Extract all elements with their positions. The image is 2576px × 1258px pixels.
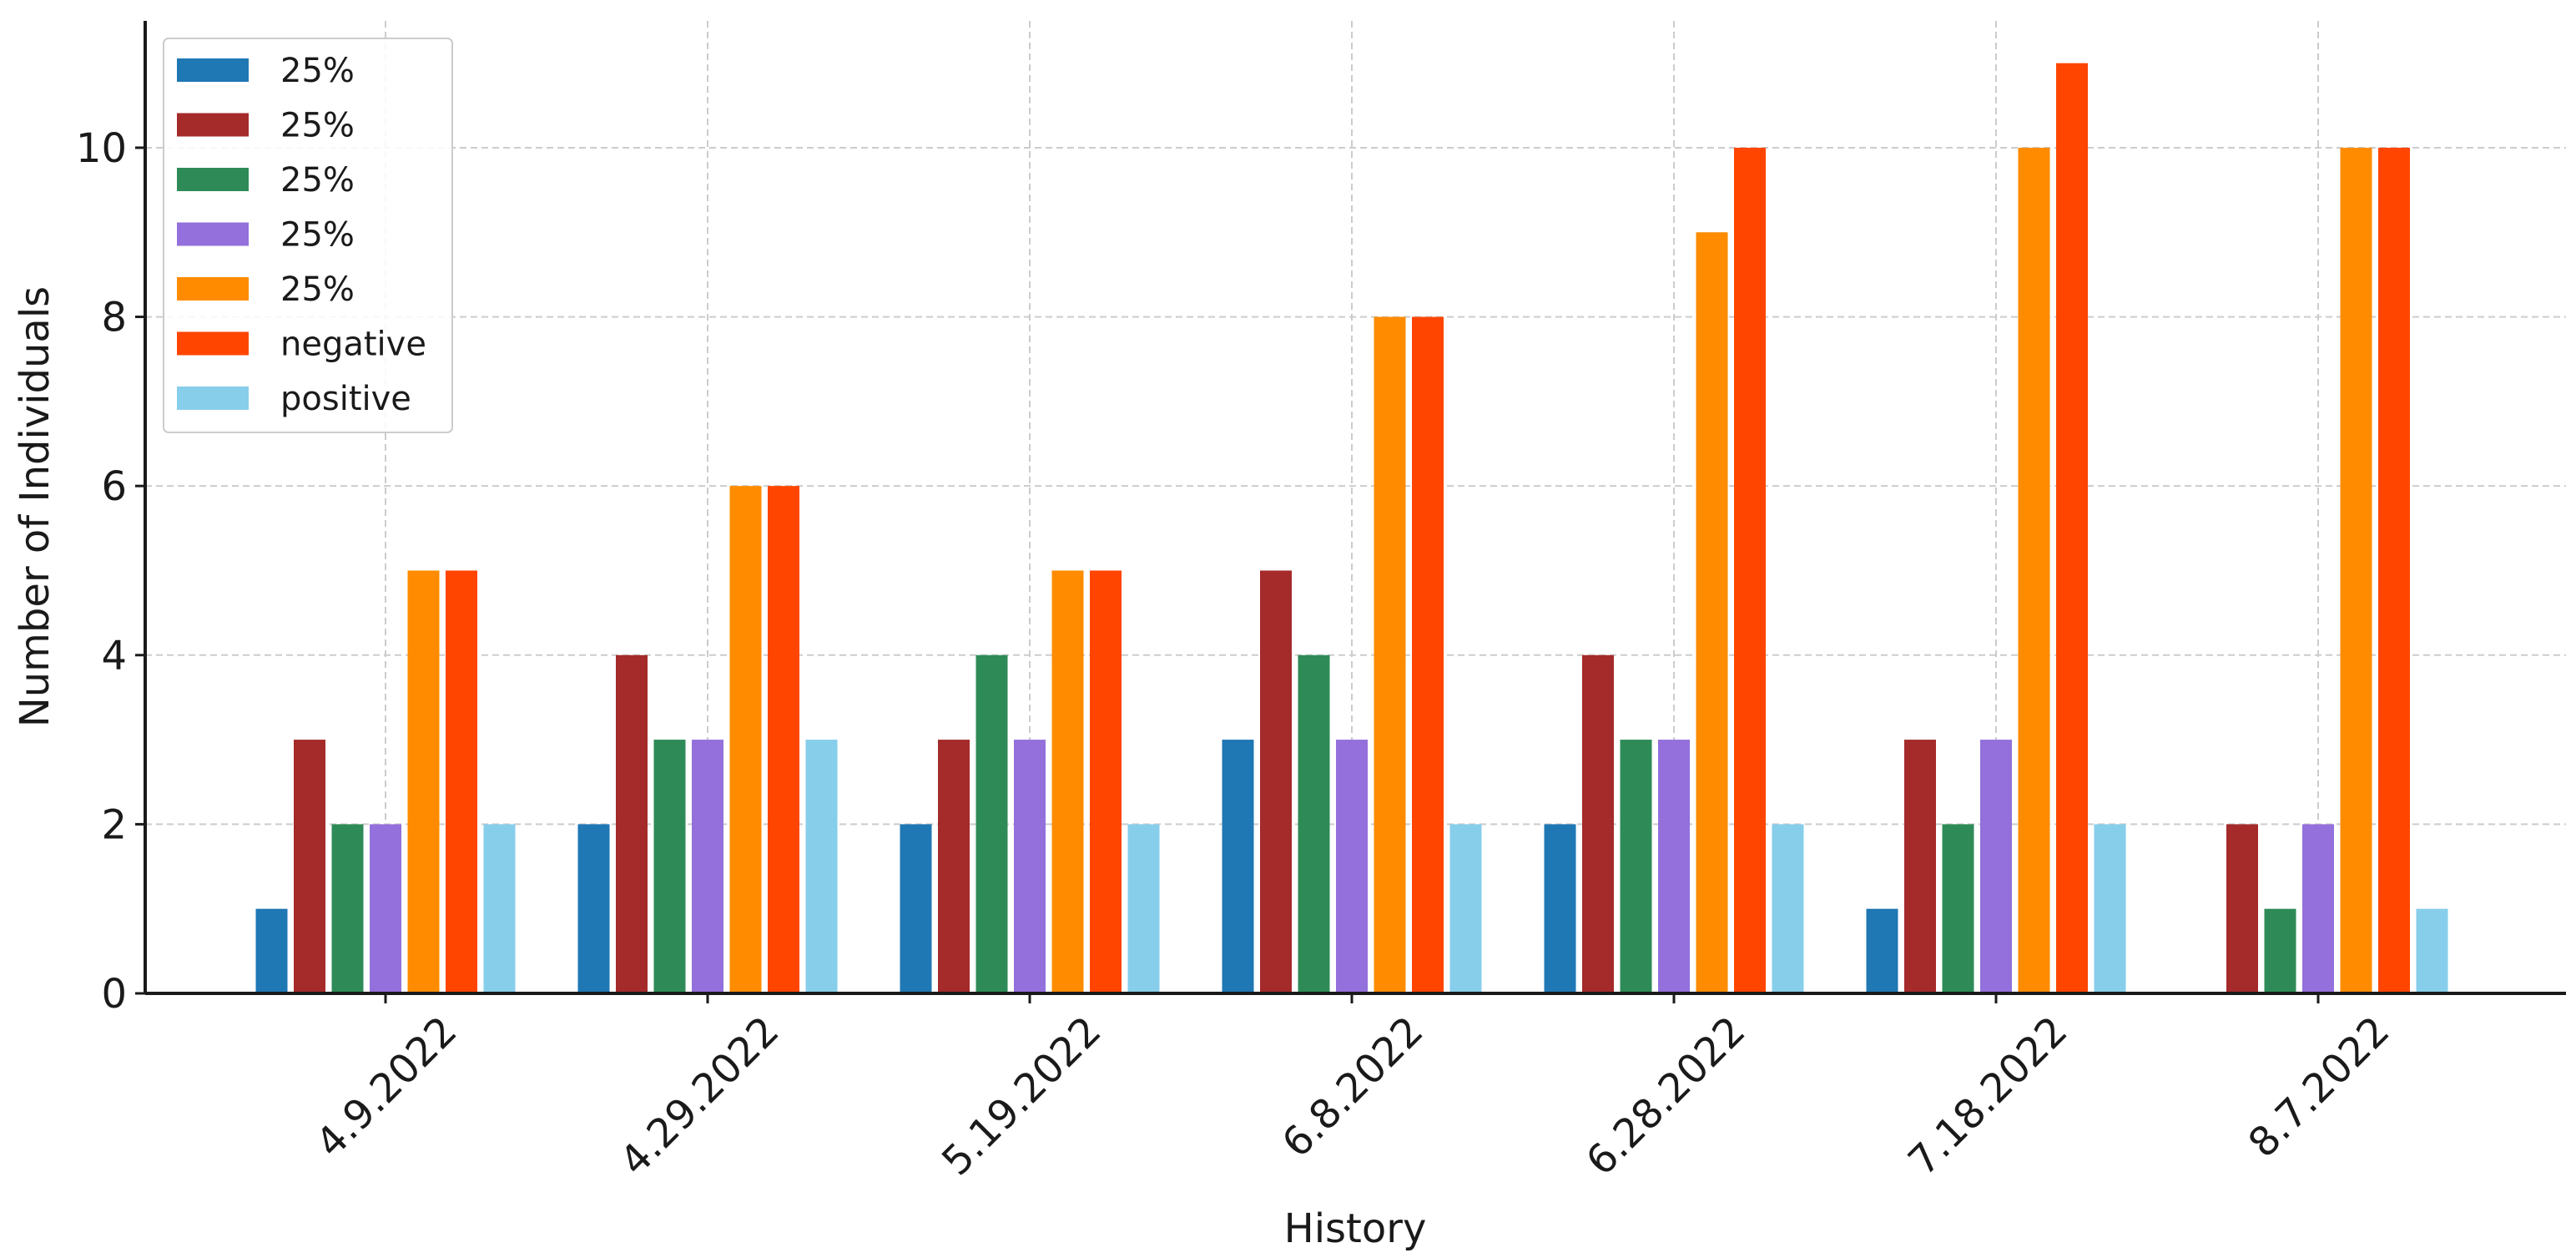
bar	[1051, 570, 1084, 993]
legend-label: 25%	[280, 216, 355, 255]
bar	[2264, 908, 2296, 993]
bar	[446, 570, 477, 993]
bar	[331, 824, 364, 993]
bar	[2416, 908, 2448, 993]
bar	[1734, 147, 1766, 993]
bar	[900, 824, 932, 993]
x-tick-label: 7.18.2022	[1899, 1008, 2076, 1185]
y-tick-label: 10	[76, 125, 127, 172]
bar	[1980, 740, 2012, 993]
x-axis-title: History	[1284, 1205, 1427, 1252]
y-ticks: 0 2 4 6 8 10	[76, 125, 145, 1018]
bar	[2302, 824, 2334, 993]
y-tick-label: 2	[101, 801, 127, 848]
legend-label: 25%	[280, 52, 355, 90]
bar	[2378, 147, 2410, 993]
bar	[1696, 232, 1728, 993]
bar	[1090, 570, 1122, 993]
bar	[1942, 824, 1974, 993]
bar	[1412, 316, 1444, 994]
legend-label: 25%	[280, 107, 355, 145]
bar	[294, 740, 325, 993]
axes	[144, 21, 2566, 995]
x-tick-label: 8.7.2022	[2240, 1008, 2399, 1167]
bar	[938, 740, 970, 993]
legend-swatch	[177, 222, 249, 246]
bar	[1260, 570, 1292, 993]
bar	[729, 486, 762, 993]
bar	[2056, 63, 2088, 993]
bar	[407, 570, 440, 993]
legend-label: 25%	[280, 161, 355, 200]
bar	[768, 486, 799, 993]
y-axis-title: Number of Individuals	[12, 286, 58, 727]
bar	[1374, 316, 1406, 994]
x-tick-label: 6.8.2022	[1273, 1008, 1433, 1167]
bar	[1772, 824, 1804, 993]
y-tick-label: 0	[101, 971, 127, 1018]
bar	[483, 824, 516, 993]
bar	[1298, 654, 1330, 993]
bar	[2018, 147, 2050, 993]
bar	[1582, 654, 1614, 993]
bar	[692, 740, 723, 993]
bar	[653, 740, 686, 993]
y-tick-label: 4	[101, 633, 127, 680]
bar	[1127, 824, 1160, 993]
x-tick-label: 6.28.2022	[1577, 1008, 1754, 1185]
bar	[975, 654, 1008, 993]
bar	[255, 908, 288, 993]
x-ticks: 4.9.2022 4.29.2022 5.19.2022 6.8.2022 6.28.2…	[307, 993, 2399, 1185]
bar	[1544, 824, 1576, 993]
bar	[1866, 908, 1898, 993]
bar	[1904, 740, 1936, 993]
y-tick-label: 8	[101, 295, 127, 341]
bar	[1222, 740, 1254, 993]
x-tick-label: 5.19.2022	[933, 1008, 1110, 1185]
bar	[805, 740, 838, 993]
bar	[1449, 824, 1482, 993]
legend-swatch	[177, 58, 249, 82]
bar	[616, 654, 648, 993]
legend-label: negative	[280, 326, 426, 364]
bar	[1014, 740, 1046, 993]
legend-swatch	[177, 386, 249, 410]
bar	[577, 824, 610, 993]
bar	[2226, 824, 2258, 993]
bar	[1620, 740, 1652, 993]
x-tick-label: 4.29.2022	[611, 1008, 788, 1185]
legend-swatch	[177, 277, 249, 301]
y-tick-label: 6	[101, 463, 127, 510]
legend-label: 25%	[280, 270, 355, 309]
x-tick-label: 4.9.2022	[307, 1008, 466, 1167]
bar	[2094, 824, 2126, 993]
bars	[255, 63, 2448, 994]
legend: 25% 25% 25% 25% 25% negative positive	[163, 38, 453, 433]
legend-label: positive	[280, 380, 411, 418]
bar	[370, 824, 401, 993]
bar	[1658, 740, 1690, 993]
legend-swatch	[177, 331, 249, 356]
legend-swatch	[177, 168, 249, 191]
bar	[2340, 147, 2372, 993]
legend-swatch	[177, 113, 249, 137]
bar	[1336, 740, 1368, 993]
